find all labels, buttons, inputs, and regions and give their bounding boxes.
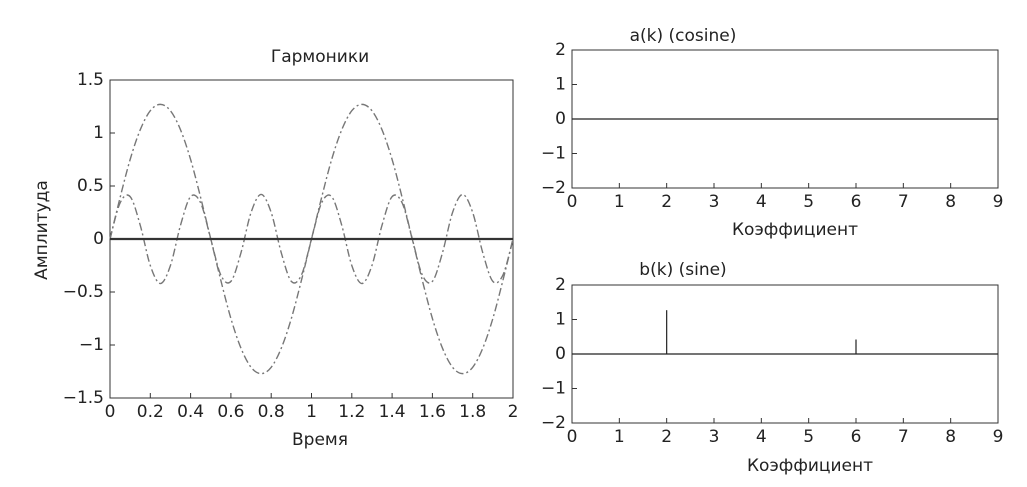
- y-tick-label: −0.5: [63, 282, 104, 302]
- chart-title: b(k) (sine): [639, 260, 726, 280]
- y-tick-label: 2: [555, 40, 566, 60]
- x-tick-label: 7: [898, 427, 909, 447]
- x-tick-label: 2: [661, 427, 672, 447]
- x-tick-label: 0: [567, 427, 578, 447]
- y-tick-label: −1: [79, 335, 104, 355]
- x-tick-label: 1: [614, 192, 625, 212]
- y-tick-label: 0: [555, 109, 566, 129]
- y-tick-label: 0: [555, 344, 566, 364]
- x-tick-label: 1.4: [379, 402, 406, 422]
- y-tick-label: 0: [93, 229, 104, 249]
- y-tick-label: 1: [93, 123, 104, 143]
- x-tick-label: 1: [306, 402, 317, 422]
- y-tick-label: 1: [555, 75, 566, 95]
- x-tick-label: 0.8: [258, 402, 285, 422]
- x-tick-label: 0.2: [137, 402, 164, 422]
- y-tick-label: −2: [541, 413, 566, 433]
- y-tick-label: −1.5: [63, 388, 104, 408]
- x-tick-label: 3: [709, 427, 720, 447]
- x-tick-label: 2: [661, 192, 672, 212]
- x-tick-label: 1.2: [338, 402, 365, 422]
- x-tick-label: 1.6: [419, 402, 446, 422]
- y-tick-label: 1: [555, 310, 566, 330]
- x-tick-label: 8: [945, 427, 956, 447]
- x-tick-label: 6: [851, 427, 862, 447]
- y-tick-label: 0.5: [77, 176, 104, 196]
- x-tick-label: 1: [614, 427, 625, 447]
- x-tick-label: 5: [803, 427, 814, 447]
- line-series: [109, 103, 514, 375]
- x-tick-label: 0: [105, 402, 116, 422]
- x-tick-label: 9: [993, 427, 1004, 447]
- x-tick-label: 7: [898, 192, 909, 212]
- x-tick-label: 6: [851, 192, 862, 212]
- x-tick-label: 5: [803, 192, 814, 212]
- x-tick-label: 2: [508, 402, 519, 422]
- x-tick-label: 1.8: [459, 402, 486, 422]
- y-axis-label: Амплитуда: [32, 180, 52, 280]
- x-tick-label: 0.6: [217, 402, 244, 422]
- x-tick-label: 4: [756, 192, 767, 212]
- x-tick-label: 3: [709, 192, 720, 212]
- chart-title: Гармоники: [271, 47, 369, 67]
- x-tick-label: 8: [945, 192, 956, 212]
- y-tick-label: −1: [541, 144, 566, 164]
- y-tick-label: 2: [555, 275, 566, 295]
- x-tick-label: 9: [993, 192, 1004, 212]
- y-tick-label: −1: [541, 379, 566, 399]
- x-axis-label: Время: [292, 430, 348, 450]
- x-tick-label: 0.4: [177, 402, 204, 422]
- x-axis-label: Коэффициент: [747, 456, 873, 476]
- x-tick-label: 0: [567, 192, 578, 212]
- x-tick-label: 4: [756, 427, 767, 447]
- y-tick-label: 1.5: [77, 70, 104, 90]
- chart-title: a(k) (cosine): [630, 26, 737, 46]
- x-axis-label: Коэффициент: [732, 220, 858, 240]
- y-tick-label: −2: [541, 178, 566, 198]
